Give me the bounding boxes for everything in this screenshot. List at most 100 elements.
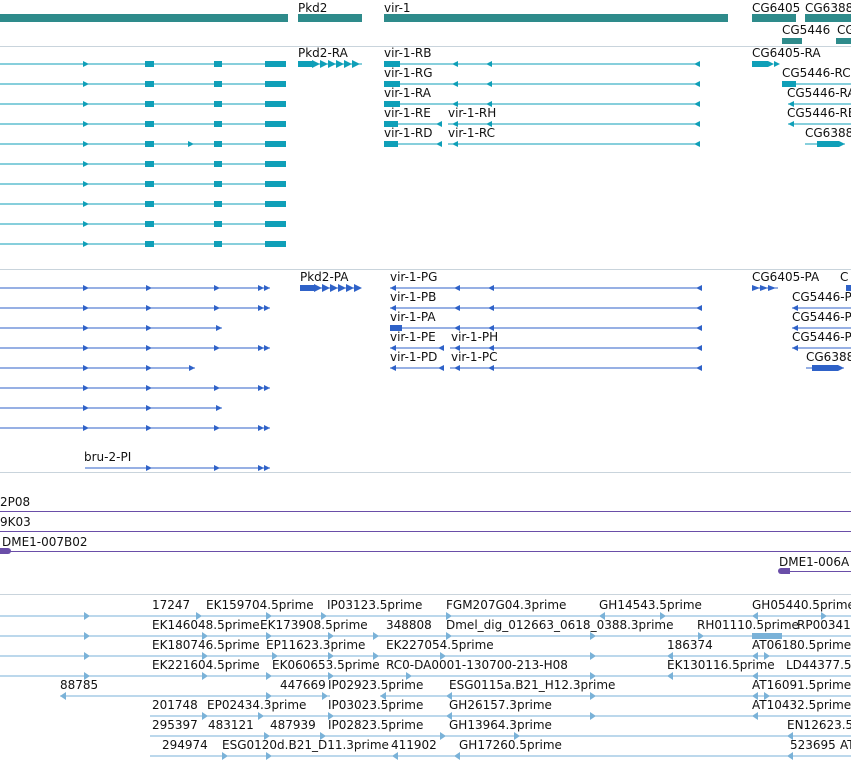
transcript-label: vir-1-RE xyxy=(384,106,431,120)
transcript-label: vir-1-RG xyxy=(384,66,433,80)
clone-marker[interactable] xyxy=(778,568,790,574)
gene-bar-cg6388[interactable] xyxy=(805,14,851,22)
gene-track: Pkd2 vir-1 CG6405 CG6388 CG5446 CG xyxy=(0,0,851,46)
gene-label-pkd2: Pkd2 xyxy=(298,1,328,15)
transcript-label: vir-1-PH xyxy=(451,330,499,344)
transcript-label: vir-1-RB xyxy=(384,46,432,60)
est-label: EK180746.5prime xyxy=(152,638,260,652)
transcript-label: vir-1-PC xyxy=(451,350,498,364)
transcript-label: CG5446-RA xyxy=(787,86,851,100)
est-label: EP11623.3prime xyxy=(266,638,366,652)
est-label: 487939 xyxy=(270,718,316,732)
transcript-label: CG5446-P xyxy=(792,290,851,304)
est-glyphs[interactable] xyxy=(0,595,851,761)
est-label: EN12623.5 xyxy=(787,718,851,732)
est-label: GH17260.5prime xyxy=(459,738,562,752)
transcript-label: vir-1-PA xyxy=(390,310,436,324)
est-label: ESG0120d.B21_D11.3prime xyxy=(222,738,389,752)
clone-line[interactable] xyxy=(0,531,851,532)
est-label: 295397 xyxy=(152,718,198,732)
track-divider-3 xyxy=(0,472,851,473)
transcript-ra-track: Pkd2-RA vir-1-RB vir-1-RG vir-1-RA vir-1… xyxy=(0,47,851,269)
clone-line[interactable] xyxy=(0,551,851,552)
transcript-label: vir-1-PE xyxy=(390,330,436,344)
transcript-label: CG5446-P xyxy=(792,330,851,344)
est-label: RH01110.5prime xyxy=(697,618,799,632)
est-label: 348808 xyxy=(386,618,432,632)
gene-bar-pkd2[interactable] xyxy=(298,14,362,22)
gene-label-cg5446: CG5446 xyxy=(782,23,831,37)
transcript-label: vir-1-RH xyxy=(448,106,497,120)
transcript-pa-track: Pkd2-PA vir-1-PG vir-1-PB vir-1-PA vir-1… xyxy=(0,270,851,472)
est-label: ESG0115a.B21_H12.3prime xyxy=(449,678,616,692)
transcript-pa-glyphs[interactable] xyxy=(0,270,851,472)
est-label: EK159704.5prime xyxy=(206,598,314,612)
est-label: 447669 xyxy=(280,678,326,692)
est-label: AT16091.5prime xyxy=(752,678,851,692)
est-label: 483121 xyxy=(208,718,254,732)
est-label: LD44377.5 xyxy=(786,658,851,672)
est-label: 411902 xyxy=(391,738,437,752)
est-label: 523695 xyxy=(790,738,836,752)
gene-label-cg6405: CG6405 xyxy=(752,1,801,15)
transcript-label: vir-1-PD xyxy=(390,350,438,364)
clone-label: 2P08 xyxy=(0,495,31,509)
est-label: 17247 xyxy=(152,598,191,612)
est-label: GH26157.3prime xyxy=(449,698,552,712)
est-label: 186374 xyxy=(667,638,713,652)
transcript-label: C xyxy=(840,270,849,284)
clone-track: 2P08 9K03 DME1-007B02 DME1-006A xyxy=(0,473,851,593)
gene-bar-cg6405[interactable] xyxy=(752,14,796,22)
est-label: 201748 xyxy=(152,698,198,712)
transcript-label: CG5446-P xyxy=(792,310,851,324)
transcript-label: vir-1-RC xyxy=(448,126,496,140)
est-label: RC0-DA0001-130700-213-H08 xyxy=(386,658,568,672)
track-divider-2 xyxy=(0,269,851,270)
est-label: AT10432.5prime xyxy=(752,698,851,712)
est-label: EP02434.3prime xyxy=(207,698,307,712)
est-label: GH13964.3prime xyxy=(449,718,552,732)
est-label: IP03123.5prime xyxy=(327,598,423,612)
transcript-label: CG6405-RA xyxy=(752,46,821,60)
clone-marker[interactable] xyxy=(0,548,11,554)
transcript-label: bru-2-PI xyxy=(84,450,132,464)
clone-line[interactable] xyxy=(0,511,851,512)
track-divider-1 xyxy=(0,46,851,47)
est-label: EK173908.5prime xyxy=(260,618,368,632)
gene-bar-left[interactable] xyxy=(0,14,288,22)
clone-line[interactable] xyxy=(780,571,851,572)
gene-bar-vir1[interactable] xyxy=(384,14,728,22)
est-label: IP02823.5prime xyxy=(328,718,424,732)
clone-label: DME1-006A xyxy=(779,555,850,569)
est-label: IP02923.5prime xyxy=(328,678,424,692)
transcript-label: vir-1-RD xyxy=(384,126,433,140)
est-label: AT xyxy=(840,738,851,752)
clone-label: 9K03 xyxy=(0,515,31,529)
gene-bar-cg5446[interactable] xyxy=(782,38,802,44)
transcript-label: CG5446-RC xyxy=(782,66,851,80)
transcript-label: CG6388 xyxy=(806,350,851,364)
est-label: IP03023.5prime xyxy=(328,698,424,712)
gene-bar-cg-c[interactable] xyxy=(836,38,851,44)
est-label: EK060653.5prime xyxy=(272,658,380,672)
transcript-label: CG5446-RB xyxy=(787,106,851,120)
transcript-label: vir-1-RA xyxy=(384,86,431,100)
transcript-ra-glyphs[interactable] xyxy=(0,47,851,269)
transcript-label: Pkd2-PA xyxy=(300,270,349,284)
transcript-label: Pkd2-RA xyxy=(298,46,348,60)
gene-label-cg-c: CG xyxy=(837,23,851,37)
transcript-label: vir-1-PB xyxy=(390,290,437,304)
est-label: 88785 xyxy=(60,678,99,692)
est-label: Dmel_dig_012663_0618_0388.3prime xyxy=(446,618,674,632)
est-label: EK146048.5prime xyxy=(152,618,260,632)
transcript-label: CG6405-PA xyxy=(752,270,820,284)
est-label: 294974 xyxy=(162,738,208,752)
est-label: EK221604.5prime xyxy=(152,658,260,672)
transcript-label: vir-1-PG xyxy=(390,270,438,284)
est-label: EK130116.5prime xyxy=(667,658,775,672)
clone-label: DME1-007B02 xyxy=(2,535,88,549)
gene-label-vir1: vir-1 xyxy=(384,1,411,15)
est-label: GH05440.5prime xyxy=(752,598,851,612)
gene-label-cg6388: CG6388 xyxy=(805,1,851,15)
est-label: GH14543.5prime xyxy=(599,598,702,612)
